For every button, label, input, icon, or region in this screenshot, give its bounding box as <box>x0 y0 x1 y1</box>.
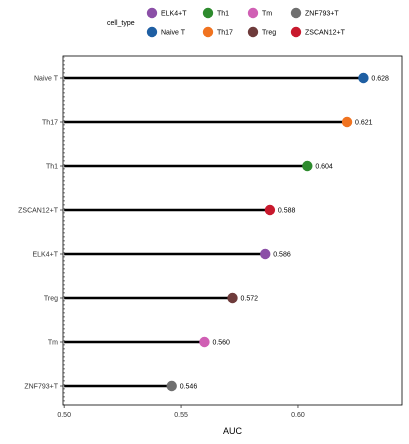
value-label: 0.572 <box>241 296 259 303</box>
value-label: 0.621 <box>355 120 373 127</box>
point-tm <box>199 336 210 348</box>
y-tick-label: Th17 <box>42 120 58 127</box>
x-axis-title: AUC <box>223 426 243 436</box>
legend-label: Th1 <box>217 11 229 18</box>
legend-title: cell_type <box>107 20 135 27</box>
y-tick-label: ELK4+T <box>33 252 59 259</box>
legend-key <box>202 7 214 19</box>
y-tick-label: ZNF793+T <box>24 384 58 391</box>
legend: cell_type ELK4+T Naive T Th1 Th17 Tm Treg ZNF79… <box>107 7 346 38</box>
legend-label: ZNF793+T <box>305 11 339 18</box>
legend-label: ELK4+T <box>161 11 187 18</box>
point-zscan12-t <box>264 204 276 216</box>
legend-key <box>202 26 214 38</box>
legend-key <box>290 7 302 19</box>
legend-label: ZSCAN12+T <box>305 30 346 37</box>
lollipop-marks: 0.628 0.621 0.604 0.588 0.586 0.572 0.560 0.546 <box>64 72 389 392</box>
point-elk4-t <box>260 248 271 260</box>
value-label: 0.586 <box>273 252 291 259</box>
y-tick-label: Naive T <box>34 76 59 83</box>
x-tick-label: 0.50 <box>57 412 71 419</box>
legend-key <box>146 26 158 38</box>
legend-key <box>146 7 158 19</box>
legend-key <box>290 26 302 38</box>
y-tick-label: Treg <box>44 296 58 303</box>
y-axis: Naive T Th17 Th1 ZSCAN12+T ELK4+T Treg Tm ZNF79… <box>18 76 63 391</box>
value-label: 0.628 <box>371 76 389 83</box>
x-tick-label: 0.60 <box>291 412 305 419</box>
x-tick-label: 0.55 <box>174 412 188 419</box>
point-naive-t <box>358 72 369 84</box>
y-tick-label: Tm <box>48 340 58 347</box>
point-znf793-t <box>166 380 177 392</box>
legend-label: Treg <box>262 30 276 37</box>
value-label: 0.588 <box>278 208 296 215</box>
value-label: 0.560 <box>212 340 230 347</box>
x-axis: 0.50 0.55 0.60 <box>57 405 305 419</box>
value-label: 0.604 <box>315 164 333 171</box>
legend-label: Tm <box>262 11 272 18</box>
legend-key <box>247 26 259 38</box>
plot-panel <box>62 55 403 406</box>
point-th17 <box>341 116 353 128</box>
value-label: 0.546 <box>180 384 198 391</box>
legend-label: Th17 <box>217 30 233 37</box>
legend-label: Naive T <box>161 30 186 37</box>
y-tick-label: Th1 <box>46 164 58 171</box>
legend-key <box>247 7 259 19</box>
point-treg <box>227 292 238 304</box>
y-tick-label: ZSCAN12+T <box>18 208 59 215</box>
point-th1 <box>302 160 313 172</box>
